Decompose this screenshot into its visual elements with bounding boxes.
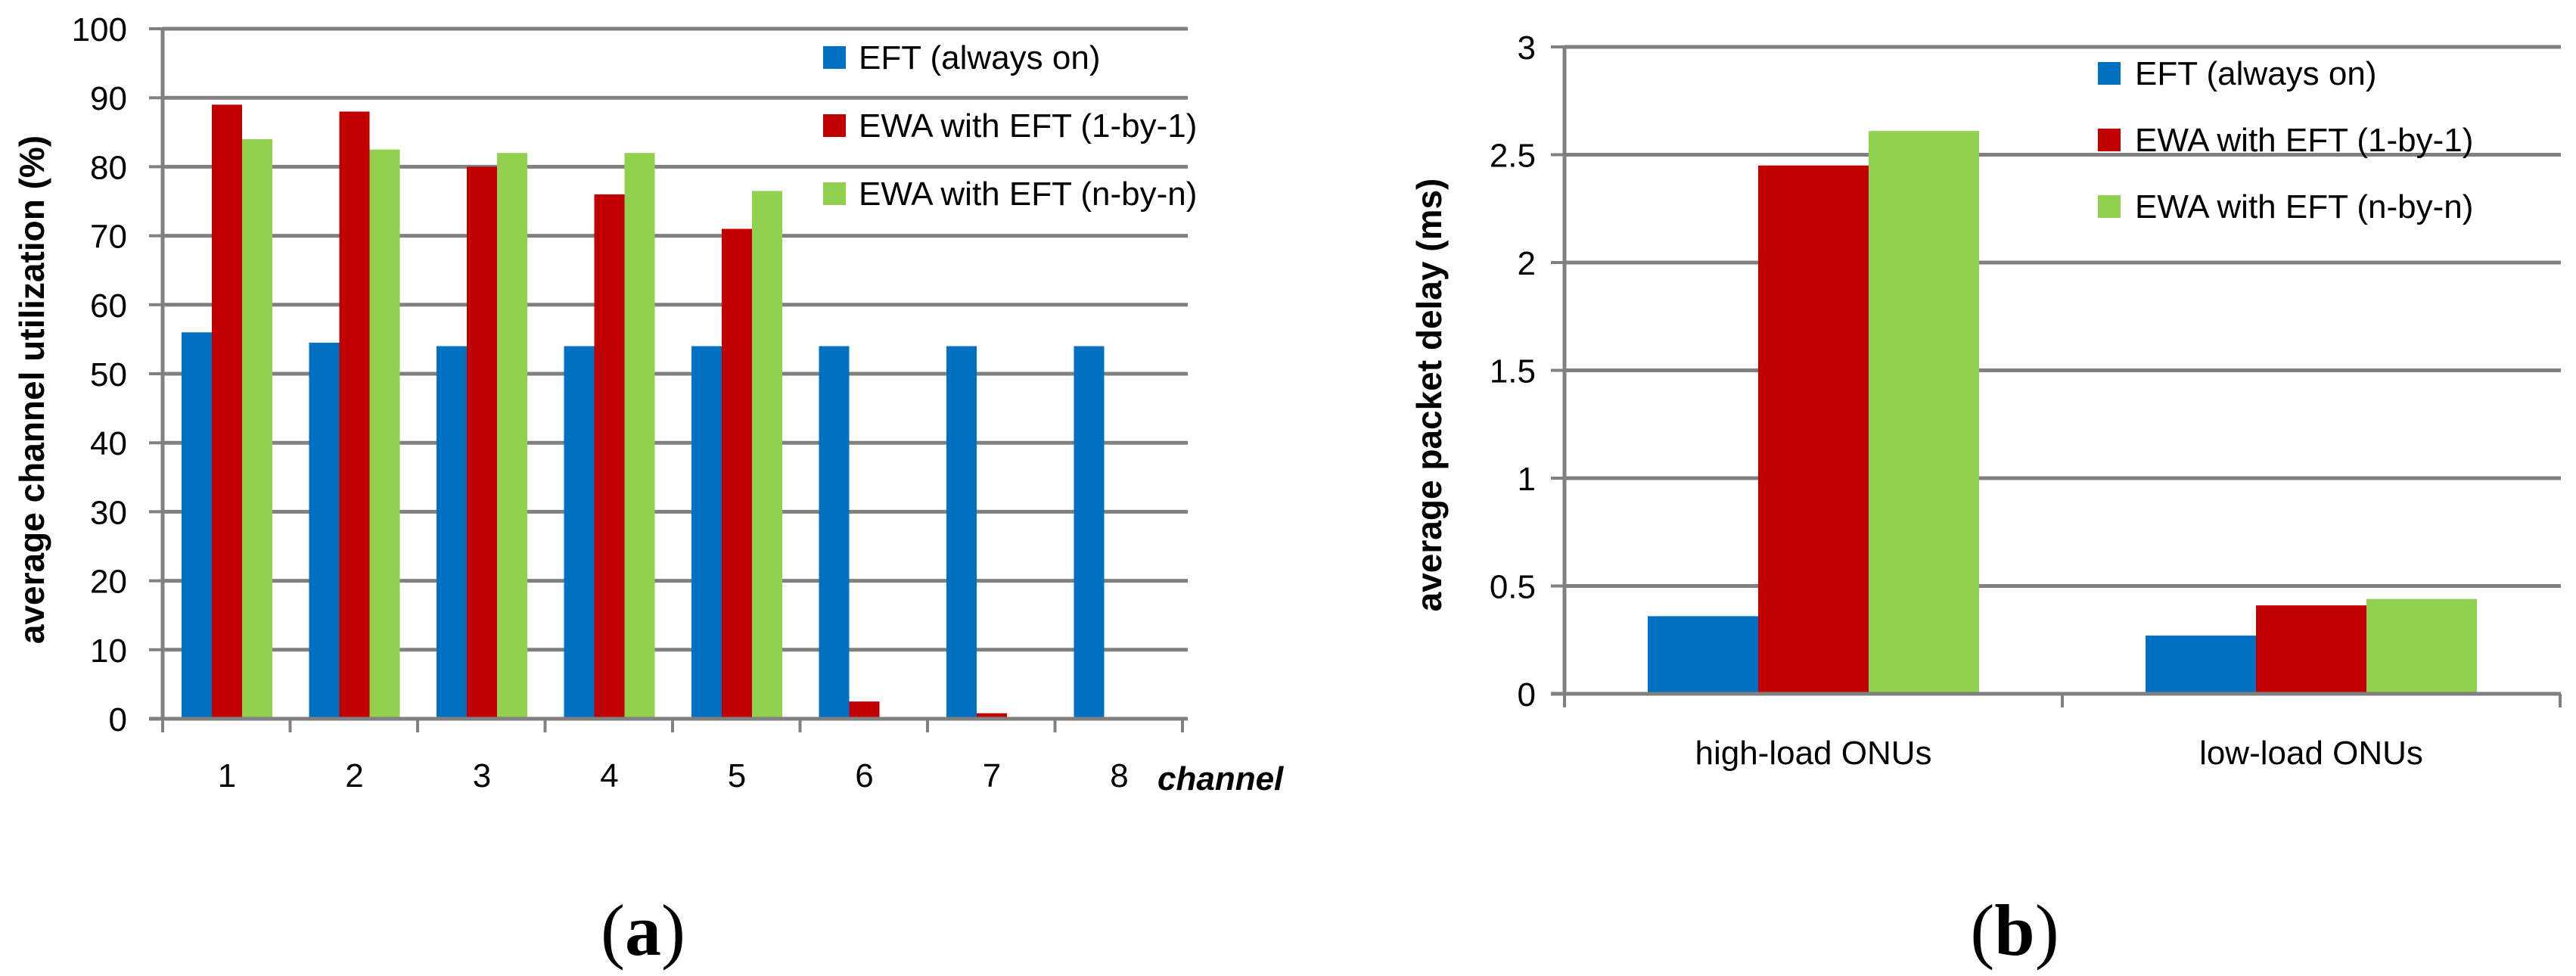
b-y-tick-label: 1 — [1518, 461, 1536, 498]
b-legend-swatch — [2098, 62, 2121, 85]
b-axes — [1551, 45, 2562, 707]
panel-label-b: (b) — [1970, 890, 2059, 971]
a-bar-ewa-nbyn-5 — [752, 191, 782, 719]
a-bar-eft-6 — [819, 346, 850, 719]
panel-label-b-letter: b — [1994, 890, 2034, 971]
b-y-tick-label: 2.5 — [1490, 138, 1536, 175]
a-bars — [182, 104, 1105, 720]
a-bar-ewa-1by1-6 — [849, 701, 880, 719]
a-y-tick-label: 80 — [90, 149, 127, 186]
a-y-tick-label: 70 — [90, 219, 127, 256]
a-axes — [149, 27, 1188, 732]
a-bar-eft-5 — [691, 346, 722, 719]
a-bar-ewa-nbyn-1 — [242, 138, 272, 720]
a-bar-eft-2 — [309, 342, 340, 719]
b-legend-label: EWA with EFT (1-by-1) — [2135, 122, 2473, 159]
a-bar-ewa-nbyn-2 — [369, 149, 400, 720]
panel-label-a-letter: a — [625, 890, 661, 971]
a-legend-swatch — [823, 114, 846, 137]
panel-label-a-close: ) — [661, 890, 685, 971]
b-y-axis-label: average packet delay (ms) — [1409, 179, 1449, 612]
a-x-tick-label: 7 — [983, 757, 1001, 794]
panel-label-a-open: ( — [601, 890, 625, 971]
b-bars — [1648, 131, 2477, 694]
a-y-tick-label: 20 — [90, 564, 127, 601]
b-bar-eft-1 — [1648, 616, 1758, 694]
a-bar-ewa-nbyn-4 — [624, 153, 655, 719]
a-bar-ewa-1by1-4 — [594, 194, 625, 719]
panel-label-b-open: ( — [1970, 890, 1994, 971]
b-y-tick-label: 3 — [1518, 30, 1536, 67]
a-x-tick-label: 2 — [345, 757, 363, 794]
chart-b: 0 0.5 1 1.5 2 2.5 3 high-load ONUs low-load ONU… — [1409, 30, 2562, 772]
b-bar-eft-2 — [2146, 636, 2256, 694]
a-bar-ewa-1by1-7 — [977, 713, 1007, 719]
b-bar-ewa-1by1-1 — [1758, 165, 1869, 694]
panel-label-a: (a) — [601, 890, 685, 971]
a-bar-eft-7 — [946, 346, 977, 719]
a-legend-swatch — [823, 46, 846, 69]
a-y-tick-labels: 0 10 20 30 40 50 60 70 80 90 100 — [72, 11, 127, 738]
a-x-tick-label: 8 — [1110, 757, 1128, 794]
a-bar-eft-3 — [437, 346, 467, 719]
a-legend-swatch — [823, 182, 846, 205]
b-y-tick-label: 0.5 — [1490, 569, 1536, 606]
a-bar-ewa-1by1-5 — [722, 228, 752, 720]
a-y-tick-label: 60 — [90, 288, 127, 325]
a-y-tick-label: 10 — [90, 633, 127, 670]
a-y-tick-label: 50 — [90, 356, 127, 393]
a-bar-eft-1 — [182, 332, 212, 719]
panel-label-b-close: ) — [2035, 890, 2059, 971]
b-y-tick-label: 2 — [1518, 245, 1536, 282]
b-y-tick-label: 0 — [1518, 676, 1536, 713]
a-y-tick-label: 100 — [72, 11, 127, 48]
b-bar-ewa-nbyn-1 — [1869, 131, 1979, 694]
b-gridlines — [1565, 45, 2561, 588]
a-legend-label: EWA with EFT (1-by-1) — [859, 107, 1197, 145]
a-x-tick-label: 6 — [855, 757, 873, 794]
a-x-tick-label: 5 — [728, 757, 746, 794]
a-bar-ewa-1by1-3 — [467, 166, 497, 719]
b-legend-swatch — [2098, 195, 2121, 218]
a-x-tick-label: 1 — [218, 757, 236, 794]
b-legend-swatch — [2098, 129, 2121, 151]
a-x-axis-label: channel — [1157, 760, 1284, 797]
a-x-tick-label: 4 — [600, 757, 618, 794]
b-legend-label: EFT (always on) — [2135, 55, 2377, 92]
a-bar-ewa-1by1-1 — [212, 104, 242, 719]
a-bar-eft-4 — [564, 346, 595, 719]
b-y-tick-labels: 0 0.5 1 1.5 2 2.5 3 — [1490, 30, 1536, 713]
b-bar-ewa-nbyn-2 — [2366, 598, 2477, 694]
a-y-axis-label: average channel utilization (%) — [12, 135, 51, 644]
b-bar-ewa-1by1-2 — [2256, 605, 2366, 694]
a-x-tick-label: 3 — [473, 757, 491, 794]
a-y-tick-label: 0 — [109, 701, 127, 738]
a-y-tick-label: 90 — [90, 80, 127, 117]
a-legend: EFT (always on) EWA with EFT (1-by-1) EWA … — [823, 39, 1197, 213]
a-bar-ewa-nbyn-3 — [497, 153, 527, 719]
a-legend-label: EFT (always on) — [859, 39, 1101, 76]
a-bar-ewa-1by1-2 — [339, 111, 370, 719]
a-legend-label: EWA with EFT (n-by-n) — [859, 176, 1197, 213]
a-y-tick-label: 30 — [90, 494, 127, 531]
chart-a: 0 10 20 30 40 50 60 70 80 90 100 1 2 3 4 5 6 7 8 EFT (alw… — [12, 11, 1284, 797]
a-x-tick-labels: 1 2 3 4 5 6 7 8 — [218, 757, 1129, 794]
b-x-tick-label: low-load ONUs — [2199, 735, 2423, 772]
b-x-tick-labels: high-load ONUs low-load ONUs — [1695, 735, 2422, 772]
b-legend-label: EWA with EFT (n-by-n) — [2135, 188, 2473, 225]
b-legend: EFT (always on) EWA with EFT (1-by-1) EWA … — [2098, 55, 2473, 225]
a-y-tick-label: 40 — [90, 425, 127, 462]
a-bar-eft-8 — [1074, 346, 1105, 719]
b-y-tick-label: 1.5 — [1490, 353, 1536, 390]
b-x-tick-label: high-load ONUs — [1695, 735, 1931, 772]
